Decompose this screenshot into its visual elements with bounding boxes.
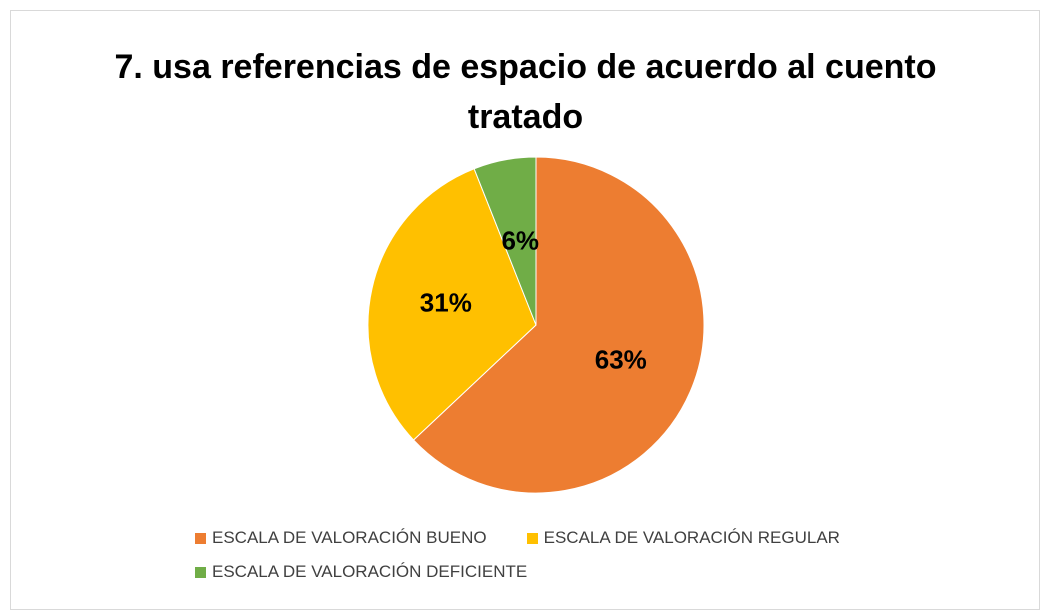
legend: ESCALA DE VALORACIÓN BUENO ESCALA DE VALO…: [195, 528, 895, 582]
legend-label: ESCALA DE VALORACIÓN REGULAR: [543, 528, 840, 547]
chart-title-box: 7. usa referencias de espacio de acuerdo…: [0, 42, 1051, 142]
legend-swatch: [526, 532, 538, 544]
legend-swatch: [195, 532, 206, 544]
legend-item: ESCALA DE VALORACIÓN REGULAR: [526, 528, 840, 548]
legend-label: ESCALA DE VALORACIÓN DEFICIENTE: [212, 562, 528, 581]
pie-slice: [367, 168, 537, 441]
pie-slice: [412, 156, 705, 494]
chart-title: 7. usa referencias de espacio de acuerdo…: [114, 48, 937, 136]
legend-item: ESCALA DE VALORACIÓN BUENO: [195, 528, 487, 548]
data-label: 31%: [420, 288, 472, 318]
data-label: 63%: [595, 345, 647, 375]
data-label: 6%: [501, 225, 539, 255]
legend-swatch: [195, 566, 206, 578]
legend-item: ESCALA DE VALORACIÓN DEFICIENTE: [195, 562, 527, 582]
legend-label: ESCALA DE VALORACIÓN BUENO: [212, 528, 487, 547]
pie-slice: [473, 156, 537, 326]
